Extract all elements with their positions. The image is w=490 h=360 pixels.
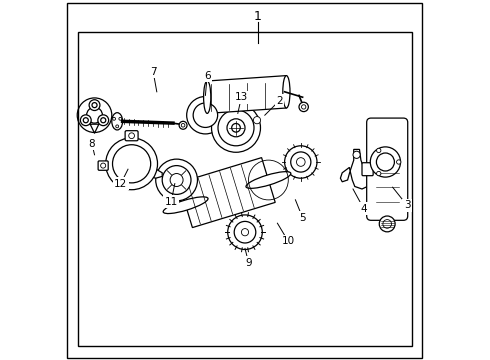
Circle shape [291, 152, 311, 172]
Circle shape [106, 138, 157, 190]
Circle shape [179, 121, 187, 129]
Ellipse shape [283, 76, 290, 108]
Circle shape [100, 163, 106, 168]
Text: 2: 2 [276, 96, 283, 106]
Circle shape [285, 146, 317, 178]
Circle shape [212, 103, 261, 152]
Circle shape [353, 151, 360, 158]
Text: 7: 7 [150, 67, 156, 77]
Text: 8: 8 [89, 139, 96, 149]
Circle shape [376, 153, 394, 171]
FancyBboxPatch shape [125, 131, 138, 141]
Circle shape [232, 123, 240, 132]
Polygon shape [179, 158, 275, 228]
Circle shape [101, 118, 106, 123]
Polygon shape [341, 167, 350, 182]
Circle shape [253, 117, 261, 124]
Circle shape [92, 103, 97, 108]
Ellipse shape [112, 113, 122, 130]
Circle shape [89, 100, 100, 111]
Circle shape [377, 148, 381, 153]
Polygon shape [207, 76, 286, 113]
Text: 3: 3 [404, 200, 410, 210]
Circle shape [83, 118, 88, 123]
Text: 1: 1 [254, 10, 262, 23]
Circle shape [228, 215, 262, 249]
Text: 4: 4 [361, 204, 367, 214]
Polygon shape [151, 167, 162, 178]
Circle shape [296, 158, 305, 166]
Circle shape [242, 229, 248, 236]
Circle shape [218, 110, 254, 146]
Circle shape [116, 125, 119, 128]
FancyBboxPatch shape [362, 163, 373, 176]
Text: 11: 11 [165, 197, 178, 207]
Ellipse shape [246, 172, 291, 188]
Circle shape [87, 107, 102, 123]
Circle shape [113, 145, 151, 183]
Ellipse shape [204, 81, 211, 113]
Circle shape [379, 216, 395, 232]
Circle shape [170, 174, 183, 186]
Circle shape [129, 133, 134, 139]
Circle shape [156, 159, 197, 201]
Text: 13: 13 [235, 92, 248, 102]
Circle shape [377, 171, 381, 176]
Circle shape [187, 96, 224, 134]
Circle shape [80, 115, 91, 126]
FancyBboxPatch shape [367, 118, 408, 220]
Ellipse shape [163, 197, 208, 213]
Circle shape [193, 103, 218, 127]
Bar [77, 32, 413, 346]
Text: 12: 12 [114, 179, 127, 189]
Circle shape [301, 105, 306, 109]
Circle shape [383, 220, 392, 228]
Circle shape [227, 119, 245, 137]
Text: 10: 10 [282, 236, 295, 246]
Circle shape [234, 221, 256, 243]
Circle shape [396, 160, 401, 164]
FancyBboxPatch shape [98, 161, 108, 170]
Circle shape [370, 147, 400, 177]
Polygon shape [350, 149, 369, 189]
Circle shape [98, 115, 109, 126]
Circle shape [162, 166, 191, 194]
Circle shape [181, 123, 185, 127]
Circle shape [119, 117, 122, 120]
Text: 5: 5 [299, 213, 306, 223]
Circle shape [299, 102, 308, 112]
Circle shape [113, 117, 116, 120]
Text: 6: 6 [204, 71, 211, 81]
Text: 9: 9 [245, 258, 252, 268]
